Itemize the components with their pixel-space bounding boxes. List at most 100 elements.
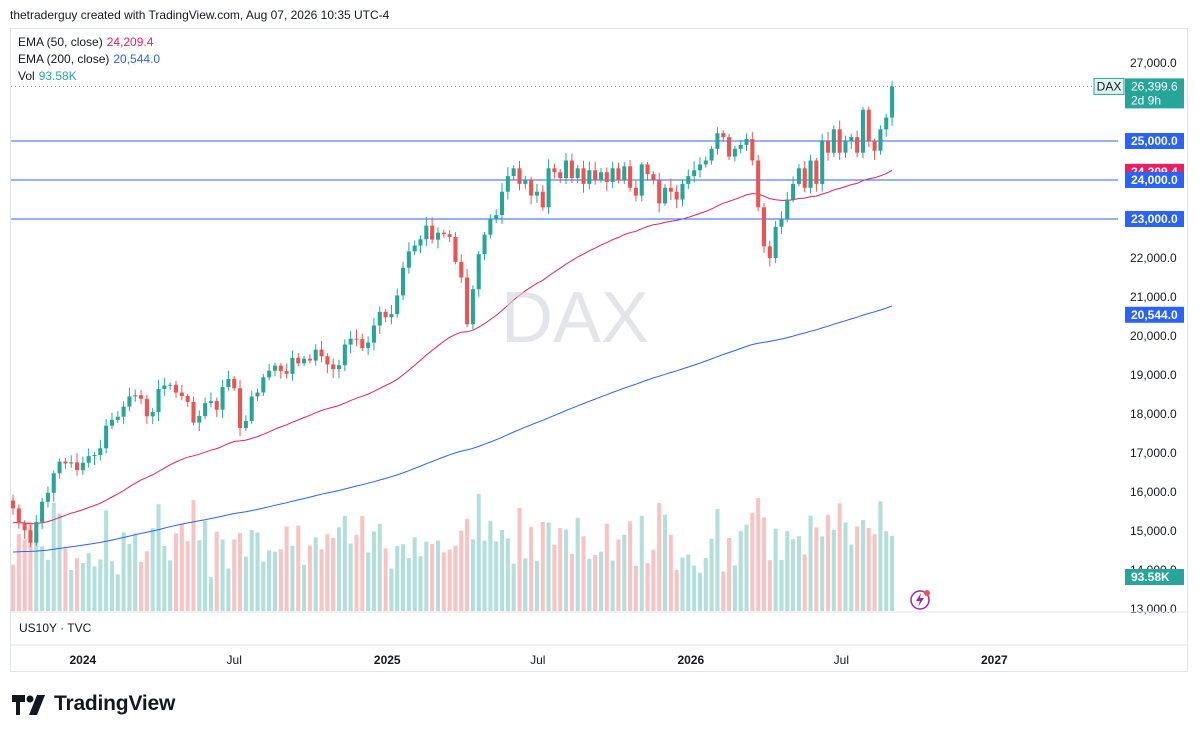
volume-bar [348, 543, 353, 611]
ema-layer [12, 169, 893, 553]
candle-body [34, 522, 39, 543]
candle-body [243, 421, 248, 429]
volume-bar [173, 533, 179, 611]
volume-bar [546, 522, 551, 611]
watermark: DAX [501, 278, 649, 358]
volume-bar [628, 521, 633, 611]
volume-bar [354, 534, 359, 611]
volume-bar [523, 558, 528, 611]
legend-ema50-value: 24,209.4 [106, 35, 154, 49]
tradingview-logo-icon [12, 695, 45, 715]
volume-bar [366, 552, 371, 611]
legend-vol[interactable]: Vol 93.58K [18, 69, 77, 83]
candle-body [616, 168, 621, 180]
volume-bar [820, 536, 825, 611]
candle-body [645, 164, 650, 175]
ema50-line [13, 169, 893, 525]
x-tick-label: 2027 [981, 653, 1008, 667]
level-badge-bg [1125, 306, 1184, 323]
volume-bar [342, 515, 347, 611]
candle-body [587, 170, 592, 184]
candle-body [884, 117, 889, 130]
candle-body [133, 395, 138, 397]
volume-bar [529, 526, 534, 611]
candle-body [750, 139, 755, 161]
level-badge-bg [1125, 211, 1184, 227]
candle-body [16, 508, 21, 524]
volume-bar [144, 551, 149, 611]
candle-body [837, 129, 842, 153]
candle-body [371, 325, 376, 343]
candle-body [505, 176, 510, 192]
volume-bar [552, 544, 557, 611]
volume-bar [232, 539, 237, 611]
volume-bar [69, 570, 74, 611]
candle-body [383, 311, 388, 318]
volume-bar [476, 494, 481, 611]
candle-body [465, 277, 470, 325]
candle-body [686, 176, 691, 184]
volume-bar [98, 559, 103, 611]
y-tick-label: 15,000.0 [1130, 524, 1177, 538]
y-tick-label: 18,000.0 [1130, 407, 1177, 421]
volume-bar [785, 531, 790, 611]
candle-body [144, 398, 149, 417]
candle-body [820, 141, 825, 184]
candle-body [470, 289, 475, 325]
candle-body [336, 365, 342, 370]
legend-ema50[interactable]: EMA (50, close) 24,209.4 [18, 35, 153, 49]
candle-body [208, 401, 213, 404]
candle-body [610, 168, 615, 182]
volume-bar [651, 549, 656, 611]
volume-bar [255, 532, 260, 611]
volume-bar [511, 563, 516, 611]
volume-bar [63, 548, 68, 611]
volume-bar [587, 558, 592, 611]
volume-bar [34, 527, 39, 611]
candle-body [447, 234, 452, 237]
candle-body [156, 389, 161, 413]
volume-bar [191, 500, 196, 611]
candle-body [10, 500, 16, 509]
candle-body [173, 384, 179, 393]
last-price-badge: 26,399.6 [1131, 79, 1178, 93]
candle-body [57, 461, 62, 474]
candle-body [604, 172, 609, 182]
candle-body [272, 365, 278, 371]
candle-body [395, 295, 400, 315]
candle-body [767, 246, 772, 258]
volume-bar [203, 520, 208, 611]
candle-body [529, 180, 534, 196]
volume-bar [773, 528, 778, 611]
legend-ema50-label: EMA (50, close) [18, 35, 103, 49]
volume-bar [22, 539, 27, 611]
legend-ema200[interactable]: EMA (200, close) 20,544.0 [18, 52, 160, 66]
candle-body [866, 109, 871, 141]
volume-bar [802, 554, 807, 611]
level-badge: 24,000.0 [1131, 173, 1178, 187]
lightning-icon [910, 590, 930, 610]
tradingview-logo-text: TradingView [54, 692, 176, 715]
tradingview-logo[interactable]: TradingView [12, 692, 175, 716]
candle-body [849, 137, 854, 141]
candle-body [709, 148, 714, 161]
volume-bar [360, 515, 365, 611]
volume-bar [424, 541, 429, 611]
volume-bar [575, 517, 580, 611]
volume-bar [860, 520, 865, 611]
candle-body [721, 133, 726, 138]
candle-body [499, 191, 505, 216]
candle-body [278, 365, 283, 372]
candle-body [179, 392, 184, 397]
volume-bar [622, 534, 627, 611]
candle-body [249, 396, 254, 422]
candle-body [28, 530, 33, 543]
y-tick-label: 13,000.0 [1130, 602, 1177, 616]
candle-body [523, 180, 528, 184]
volume-bar [214, 531, 219, 611]
volume-bar [325, 534, 330, 611]
candle-body [75, 462, 80, 471]
volume-bar [581, 536, 586, 611]
y-tick-label: 19,000.0 [1130, 368, 1177, 382]
